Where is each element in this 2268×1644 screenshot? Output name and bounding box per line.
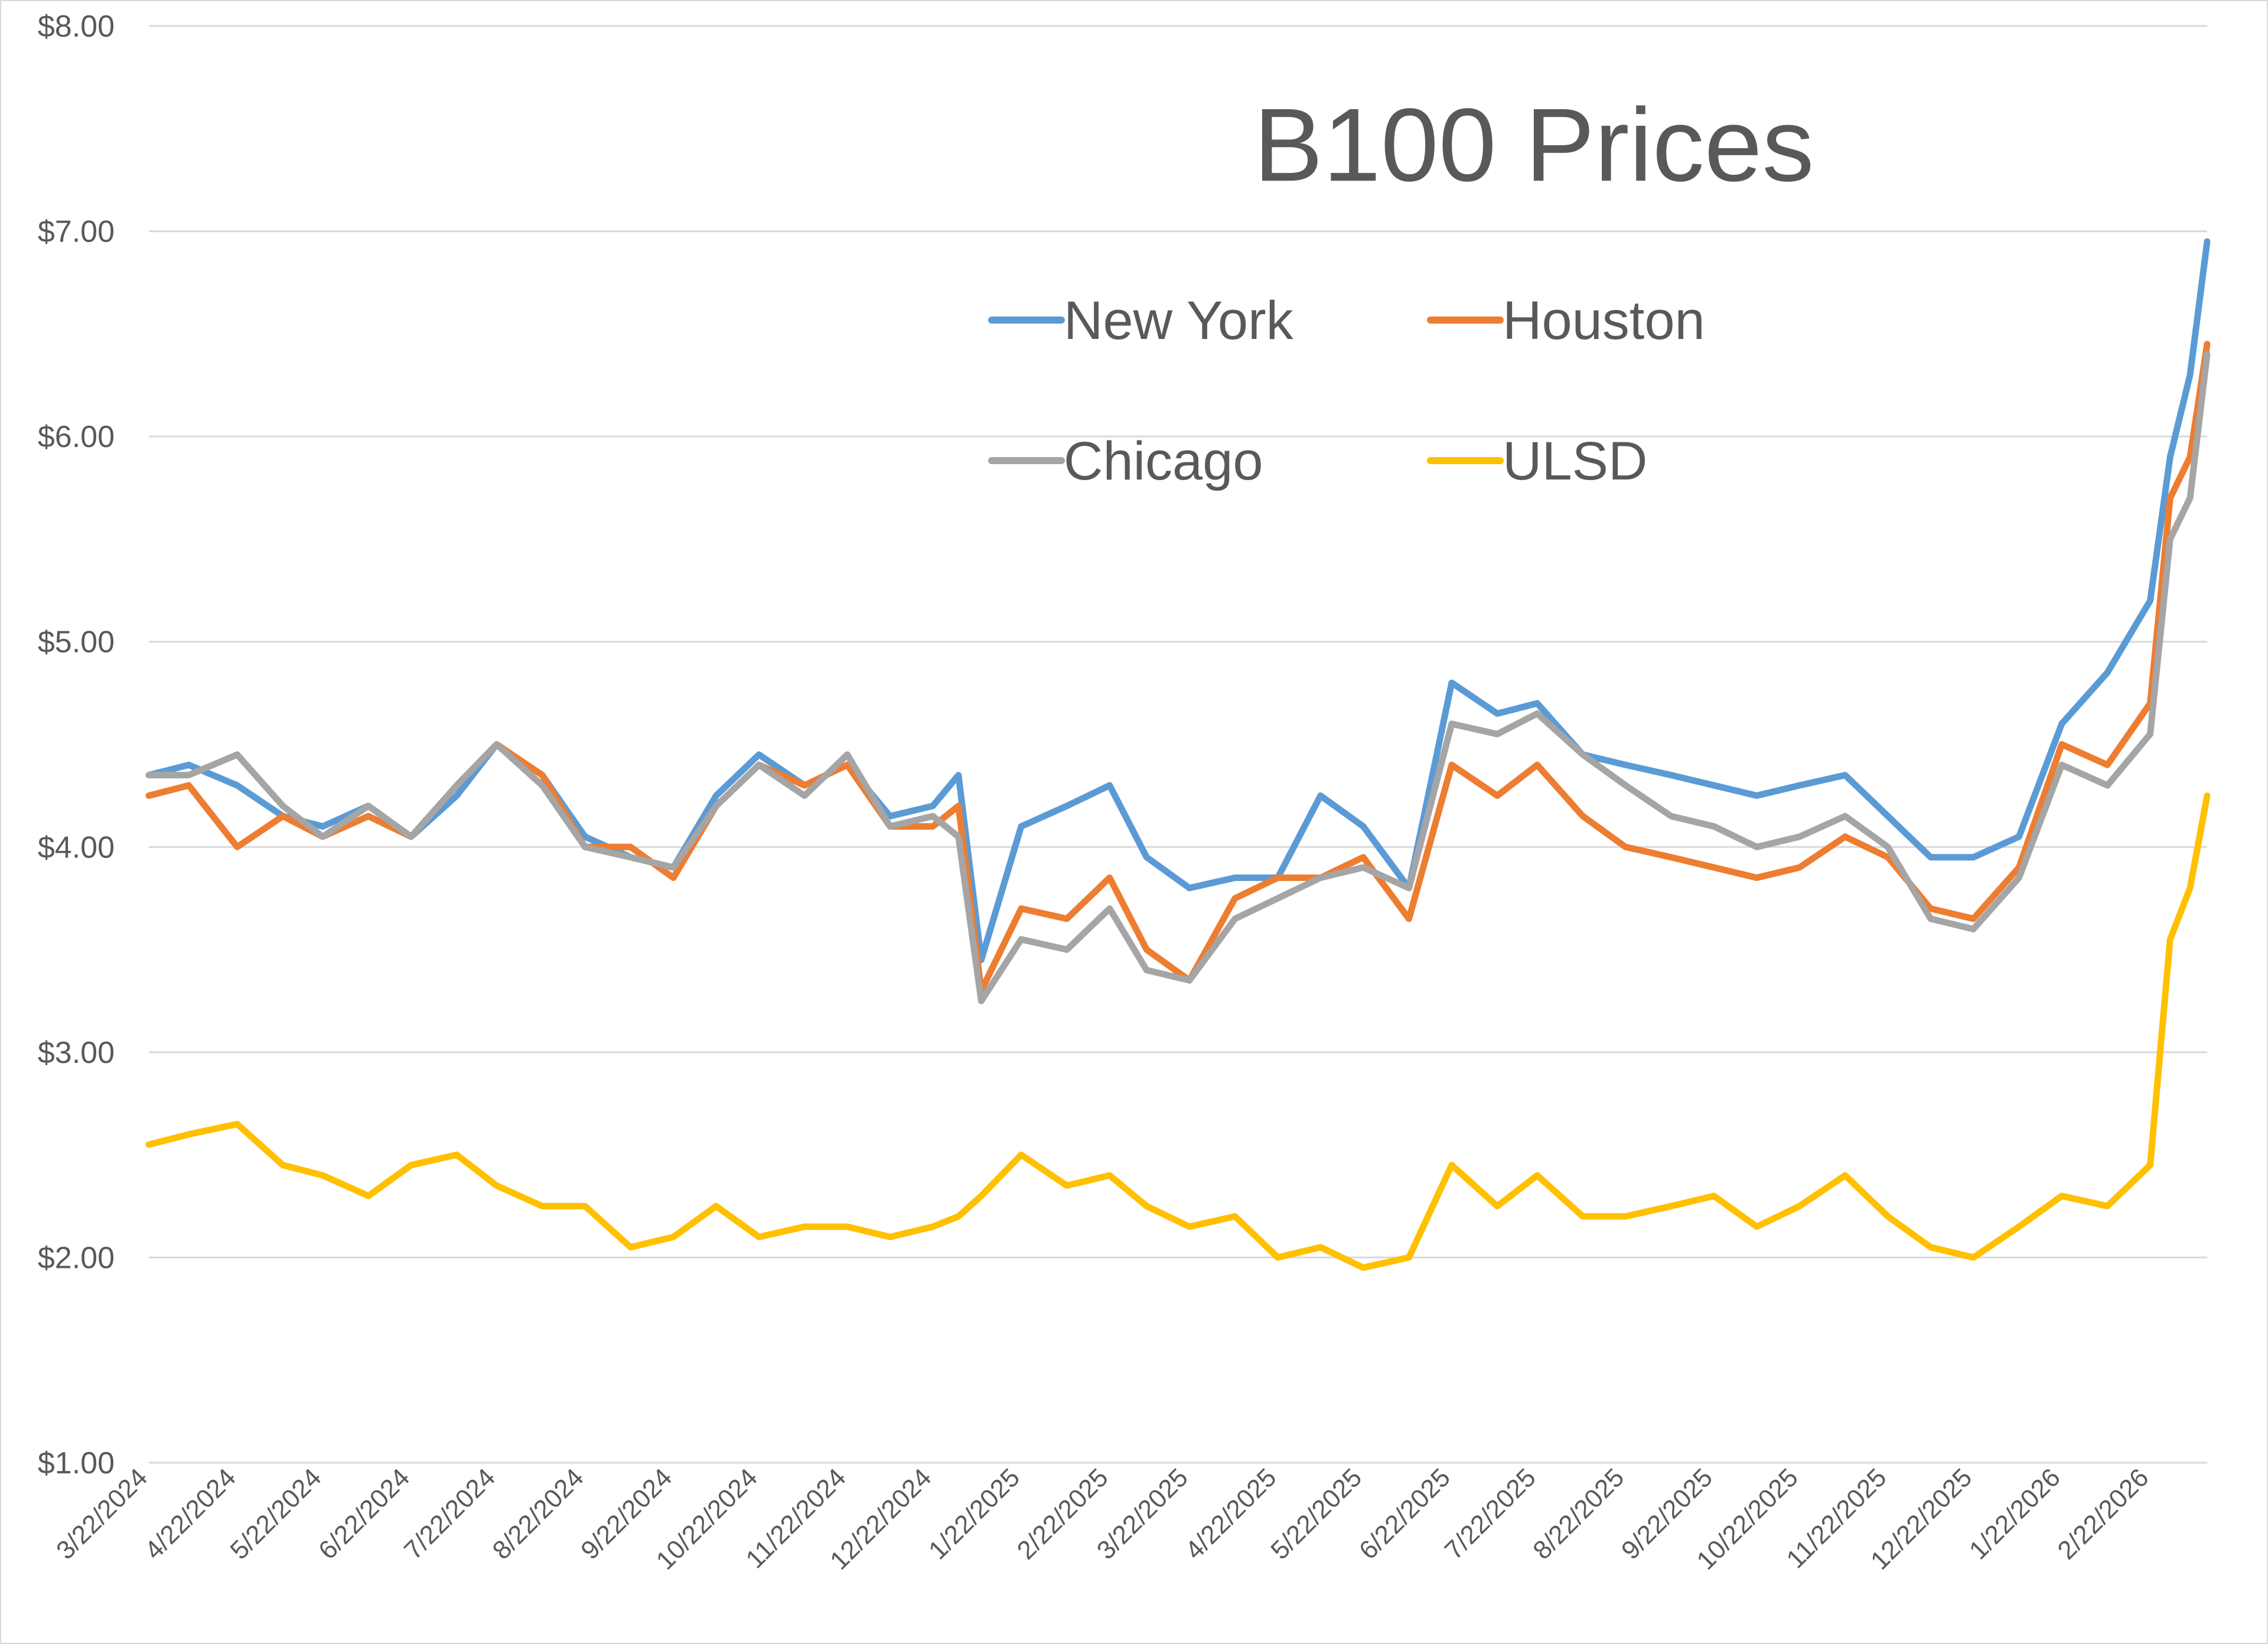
- chart-title: B100 Prices: [1254, 87, 1814, 203]
- x-axis-ticks: 3/22/20244/22/20245/22/20246/22/20247/22…: [51, 1463, 2155, 1575]
- y-tick-label: $6.00: [38, 420, 115, 454]
- x-tick-label: 8/22/2024: [487, 1463, 589, 1565]
- series-line-ulsd: [145, 792, 2211, 1271]
- x-tick-label: 1/22/2026: [1964, 1463, 2066, 1565]
- y-tick-label: $5.00: [38, 625, 115, 660]
- x-tick-label: 2/22/2026: [2052, 1463, 2154, 1565]
- x-tick-label: 7/22/2024: [399, 1463, 501, 1565]
- x-tick-label: 5/22/2025: [1265, 1463, 1367, 1565]
- x-tick-label: 1/22/2025: [923, 1463, 1025, 1565]
- legend-label: ULSD: [1503, 431, 1647, 491]
- x-tick-label: 7/22/2025: [1439, 1463, 1542, 1565]
- x-tick-label: 5/22/2024: [224, 1463, 327, 1565]
- legend-label: New York: [1064, 291, 1294, 351]
- x-tick-label: 6/22/2024: [313, 1463, 415, 1565]
- y-tick-label: $7.00: [38, 215, 115, 249]
- x-tick-label: 4/22/2024: [139, 1463, 242, 1565]
- y-axis-ticks: $1.00 $2.00 $3.00 $4.00 $5.00 $6.00 $7.00 $8.00: [38, 9, 115, 1480]
- legend: New York Houston Chicago ULSD: [988, 291, 1705, 491]
- series-line-chicago: [145, 351, 2211, 1004]
- legend-label: Chicago: [1064, 431, 1263, 491]
- legend-label: Houston: [1503, 291, 1705, 351]
- x-tick-label: 8/22/2025: [1527, 1463, 1630, 1565]
- series-lines: [145, 238, 2211, 1271]
- y-tick-label: $3.00: [38, 1036, 115, 1070]
- y-tick-label: $1.00: [38, 1446, 115, 1480]
- x-tick-label: 4/22/2025: [1179, 1463, 1282, 1565]
- y-tick-label: $2.00: [38, 1241, 115, 1275]
- y-tick-label: $4.00: [38, 830, 115, 865]
- gridlines: [149, 25, 2207, 1464]
- y-tick-label: $8.00: [38, 9, 115, 44]
- x-tick-label: 6/22/2025: [1354, 1463, 1456, 1565]
